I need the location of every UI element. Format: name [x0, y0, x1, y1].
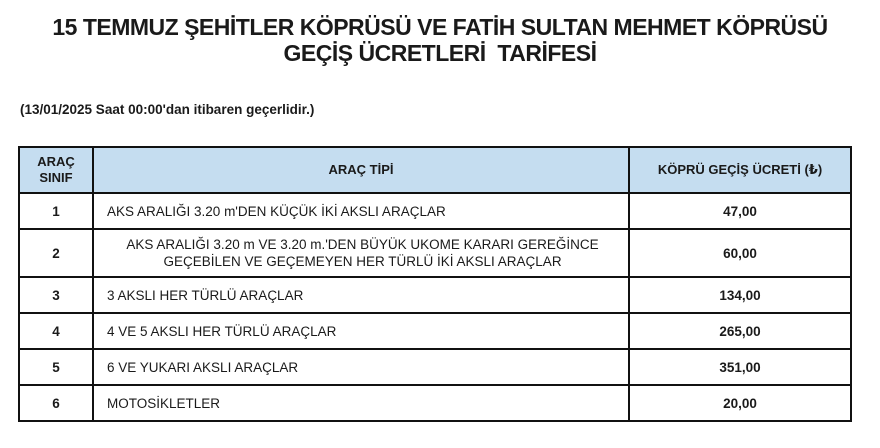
table-row: 4 4 VE 5 AKSLI HER TÜRLÜ ARAÇLAR 265,00	[18, 312, 852, 350]
vehicle-class-cell: 1	[18, 192, 94, 230]
header-cell-vehicle-class: ARAÇ SINIF	[18, 146, 94, 194]
header-cell-toll-fee: KÖPRÜ GEÇİŞ ÜCRETİ (₺)	[628, 146, 852, 194]
toll-tariff-table: ARAÇ SINIF ARAÇ TİPİ KÖPRÜ GEÇİŞ ÜCRETİ …	[18, 146, 852, 422]
vehicle-class-cell: 2	[18, 228, 94, 278]
vehicle-class-cell: 6	[18, 384, 94, 422]
vehicle-type-cell: 4 VE 5 AKSLI HER TÜRLÜ ARAÇLAR	[92, 312, 630, 350]
table-row: 5 6 VE YUKARI AKSLI ARAÇLAR 351,00	[18, 348, 852, 386]
table-row: 2 AKS ARALIĞI 3.20 m VE 3.20 m.'DEN BÜYÜ…	[18, 228, 852, 278]
vehicle-type-cell: AKS ARALIĞI 3.20 m'DEN KÜÇÜK İKİ AKSLI A…	[92, 192, 630, 230]
vehicle-type-cell: 6 VE YUKARI AKSLI ARAÇLAR	[92, 348, 630, 386]
toll-fee-cell: 60,00	[628, 228, 852, 278]
table-row: 6 MOTOSİKLETLER 20,00	[18, 384, 852, 422]
table-header-row: ARAÇ SINIF ARAÇ TİPİ KÖPRÜ GEÇİŞ ÜCRETİ …	[18, 146, 852, 194]
vehicle-class-cell: 5	[18, 348, 94, 386]
page-title: 15 TEMMUZ ŞEHİTLER KÖPRÜSÜ VE FATİH SULT…	[52, 14, 828, 66]
toll-fee-cell: 265,00	[628, 312, 852, 350]
vehicle-type-cell: AKS ARALIĞI 3.20 m VE 3.20 m.'DEN BÜYÜK …	[92, 228, 630, 278]
table-row: 1 AKS ARALIĞI 3.20 m'DEN KÜÇÜK İKİ AKSLI…	[18, 192, 852, 230]
toll-fee-cell: 20,00	[628, 384, 852, 422]
vehicle-type-cell: MOTOSİKLETLER	[92, 384, 630, 422]
vehicle-class-cell: 3	[18, 276, 94, 314]
toll-fee-cell: 351,00	[628, 348, 852, 386]
toll-fee-cell: 47,00	[628, 192, 852, 230]
header-cell-vehicle-type: ARAÇ TİPİ	[92, 146, 630, 194]
table-row: 3 3 AKSLI HER TÜRLÜ ARAÇLAR 134,00	[18, 276, 852, 314]
effective-date-note: (13/01/2025 Saat 00:00'dan itibaren geçe…	[20, 102, 315, 117]
toll-fee-cell: 134,00	[628, 276, 852, 314]
vehicle-type-cell: 3 AKSLI HER TÜRLÜ ARAÇLAR	[92, 276, 630, 314]
vehicle-class-cell: 4	[18, 312, 94, 350]
